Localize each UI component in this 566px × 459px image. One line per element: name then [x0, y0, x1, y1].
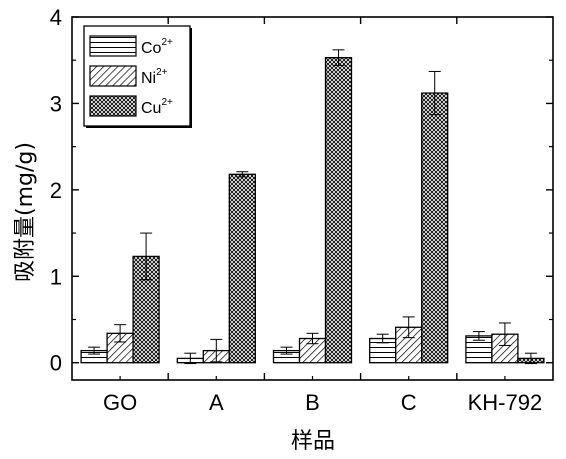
legend-swatch-ni — [90, 66, 136, 86]
y-tick-label: 4 — [50, 5, 62, 30]
y-tick-label: 1 — [50, 264, 62, 289]
legend: Co2+Ni2+Cu2+ — [84, 26, 192, 128]
y-tick-label: 2 — [50, 178, 62, 203]
y-tick-label: 3 — [50, 91, 62, 116]
legend-swatch-cu — [90, 96, 136, 116]
x-tick-label: C — [401, 390, 417, 415]
bar-cu-a — [229, 174, 255, 362]
y-tick-label: 0 — [50, 351, 62, 376]
y-axis-title: 吸附量(mg/g) — [13, 142, 38, 282]
bar-cu-c — [422, 93, 448, 363]
x-tick-label: A — [209, 390, 224, 415]
x-tick-label: B — [305, 390, 320, 415]
x-tick-label: GO — [103, 390, 137, 415]
bar-cu-b — [326, 58, 352, 363]
x-axis-title: 样品 — [291, 429, 335, 454]
legend-swatch-co — [90, 36, 136, 56]
x-tick-label: KH-792 — [468, 390, 543, 415]
